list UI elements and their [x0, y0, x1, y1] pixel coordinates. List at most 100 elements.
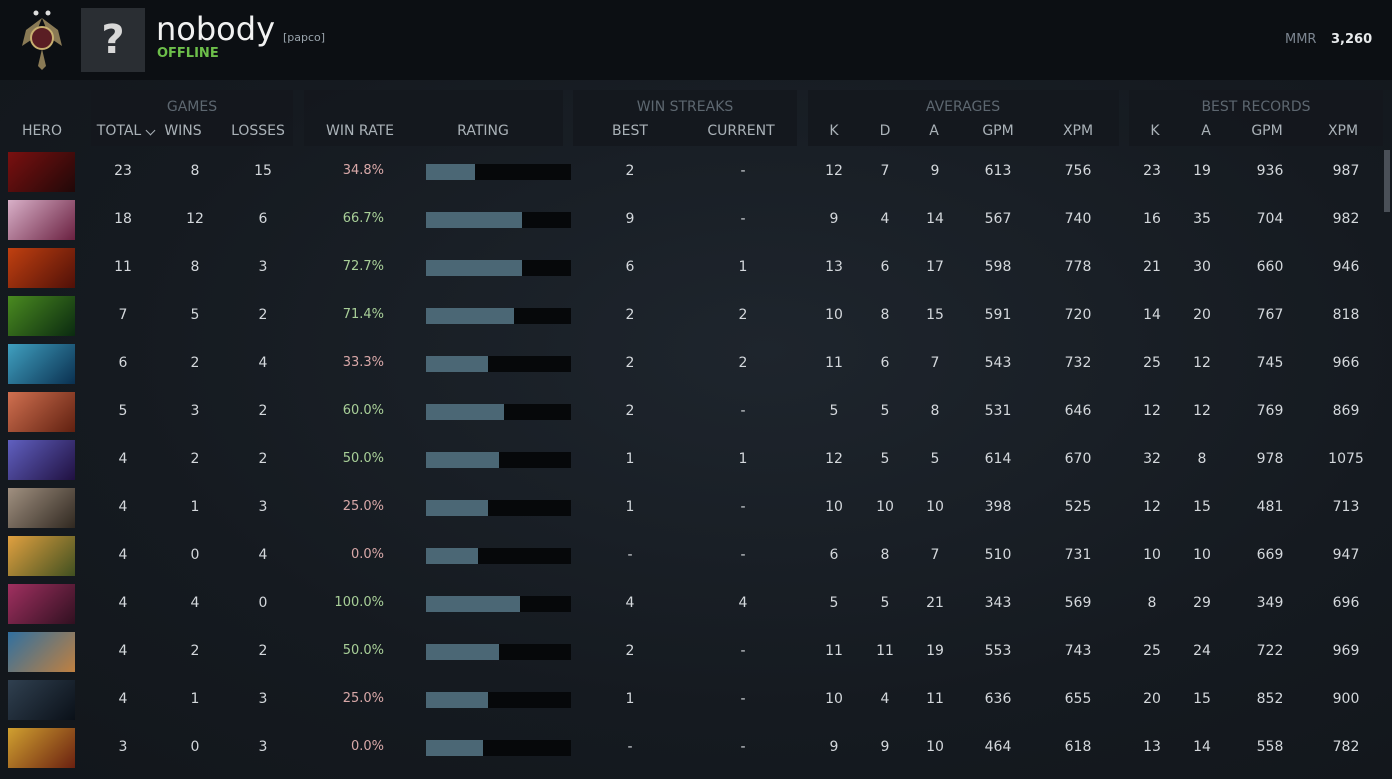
rank-medal	[22, 10, 62, 70]
cell: 8	[1197, 451, 1207, 467]
cell: 978	[1256, 451, 1284, 467]
hero-icon[interactable]	[8, 680, 75, 720]
cell: 30	[1193, 259, 1211, 275]
hero-icon[interactable]	[8, 728, 75, 768]
cell: 1	[738, 451, 748, 467]
cell: 0	[258, 595, 268, 611]
cell: 2	[258, 643, 268, 659]
cell: 782	[1332, 739, 1360, 755]
hero-icon[interactable]	[8, 248, 75, 288]
cell: 2	[738, 307, 748, 323]
win-rate: 71.4%	[342, 307, 384, 322]
cell: 2	[258, 307, 268, 323]
column-header: GPM	[982, 123, 1014, 139]
cell: 5	[930, 451, 940, 467]
cell: 1	[625, 691, 635, 707]
cell: 19	[926, 643, 944, 659]
cell: 10	[876, 499, 894, 515]
cell: 2	[738, 355, 748, 371]
hero-icon[interactable]	[8, 152, 75, 192]
cell: 9	[880, 739, 890, 755]
header-panel	[808, 90, 1119, 146]
cell: 591	[984, 307, 1012, 323]
win-rate: 50.0%	[342, 451, 384, 466]
cell: 9	[829, 739, 839, 755]
cell: 23	[114, 163, 132, 179]
cell: 756	[1064, 163, 1092, 179]
win-rate: 100.0%	[334, 595, 384, 610]
cell: 481	[1256, 499, 1284, 515]
cell: 936	[1256, 163, 1284, 179]
cell: 8	[930, 403, 940, 419]
cell: 6	[829, 547, 839, 563]
hero-icon[interactable]	[8, 536, 75, 576]
hero-icon[interactable]	[8, 344, 75, 384]
cell: 4	[738, 595, 748, 611]
scrollbar[interactable]	[1384, 150, 1390, 212]
cell: 6	[118, 355, 128, 371]
cell: 17	[926, 259, 944, 275]
column-header: RATING	[457, 123, 509, 139]
mmr-label: MMR	[1285, 32, 1317, 47]
cell: 5	[829, 403, 839, 419]
cell: 8	[190, 163, 200, 179]
cell: 4	[118, 499, 128, 515]
cell: 10	[1143, 547, 1161, 563]
hero-icon[interactable]	[8, 200, 75, 240]
cell: 613	[984, 163, 1012, 179]
rating-bar	[426, 452, 499, 468]
cell: 4	[118, 547, 128, 563]
rating-bar	[426, 596, 521, 612]
cell: 2	[190, 643, 200, 659]
cell: -	[740, 643, 746, 659]
cell: 4	[258, 547, 268, 563]
cell: 852	[1256, 691, 1284, 707]
cell: 2	[625, 355, 635, 371]
cell: 11	[876, 643, 894, 659]
cell: 8	[880, 307, 890, 323]
cell: 32	[1143, 451, 1161, 467]
cell: 2	[625, 163, 635, 179]
cell: 4	[118, 643, 128, 659]
rating-track	[426, 452, 571, 468]
cell: 3	[258, 499, 268, 515]
column-header: CURRENT	[707, 123, 775, 139]
cell: 4	[625, 595, 635, 611]
cell: 3	[118, 739, 128, 755]
cell: 349	[1256, 595, 1284, 611]
cell: 35	[1193, 211, 1211, 227]
column-header: LOSSES	[231, 123, 285, 139]
hero-icon[interactable]	[8, 440, 75, 480]
cell: 3	[258, 739, 268, 755]
cell: 900	[1332, 691, 1360, 707]
cell: 531	[984, 403, 1012, 419]
cell: 12	[825, 451, 843, 467]
cell: -	[740, 547, 746, 563]
avatar[interactable]: ?	[81, 8, 145, 72]
cell: 670	[1064, 451, 1092, 467]
cell: 4	[190, 595, 200, 611]
column-header: K	[1150, 123, 1160, 139]
hero-icon[interactable]	[8, 296, 75, 336]
cell: 5	[118, 403, 128, 419]
cell: 20	[1193, 307, 1211, 323]
win-rate: 50.0%	[342, 643, 384, 658]
cell: 553	[984, 643, 1012, 659]
hero-icon[interactable]	[8, 392, 75, 432]
cell: 4	[258, 355, 268, 371]
cell: 3	[258, 691, 268, 707]
cell: 618	[1064, 739, 1092, 755]
hero-icon[interactable]	[8, 584, 75, 624]
cell: 2	[625, 307, 635, 323]
cell: 4	[880, 211, 890, 227]
rating-bar	[426, 548, 479, 564]
cell: 5	[880, 403, 890, 419]
cell: 569	[1064, 595, 1092, 611]
cell: 5	[880, 451, 890, 467]
cell: 12	[1143, 499, 1161, 515]
hero-icon[interactable]	[8, 488, 75, 528]
cell: 29	[1193, 595, 1211, 611]
column-header: XPM	[1327, 123, 1359, 139]
hero-icon[interactable]	[8, 632, 75, 672]
